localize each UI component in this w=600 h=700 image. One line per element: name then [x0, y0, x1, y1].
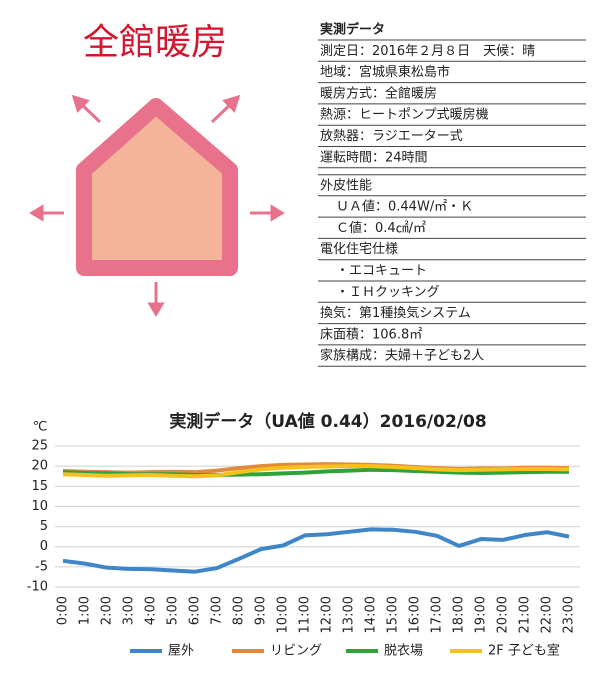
house-icon: [29, 94, 285, 317]
x-tick-label: 3:00: [122, 596, 137, 625]
y-tick-label: 10: [31, 499, 48, 514]
x-tick-label: 5:00: [166, 596, 181, 625]
table-row: 暖房方式：全館暖房: [320, 85, 437, 101]
x-tick-label: 17:00: [430, 596, 445, 633]
y-tick-label: 15: [31, 479, 48, 494]
series-line: [62, 527, 570, 574]
y-tick-label: -5: [35, 559, 48, 574]
x-tick-label: 0:00: [56, 596, 71, 625]
x-tick-label: 7:00: [210, 596, 225, 625]
x-tick-label: 16:00: [408, 596, 423, 633]
x-tick-label: 4:00: [144, 596, 159, 625]
legend-label: 脱衣場: [384, 643, 423, 659]
table-row: 放熱器：ラジエーター式: [320, 129, 463, 144]
x-tick-label: 21:00: [518, 596, 533, 633]
table-row: 地域：宮城県東松島市: [320, 64, 450, 80]
x-tick-label: 20:00: [496, 596, 511, 633]
x-tick-label: 12:00: [320, 596, 335, 633]
legend-label: 屋外: [168, 644, 194, 659]
x-tick-label: 10:00: [276, 596, 291, 633]
legend-label: 2F 子ども室: [488, 643, 560, 659]
table-row: ・エコキュート: [336, 264, 427, 279]
x-tick-label: 19:00: [474, 596, 489, 633]
x-tick-label: 6:00: [188, 596, 203, 625]
table-row: ＵＡ値：0.44W/㎡・Ｋ: [336, 199, 473, 215]
table-row: 外皮性能: [320, 178, 372, 193]
table-row: 家族構成：夫婦＋子ども2人: [320, 348, 484, 364]
y-axis-label: ℃: [33, 420, 48, 435]
y-tick-label: 25: [31, 439, 48, 454]
table-row: Ｃ値：0.4㎠/㎡: [336, 220, 426, 236]
chart-title: 実測データ（UA値 0.44）2016/02/08: [169, 411, 486, 432]
y-tick-label: 20: [31, 459, 48, 474]
y-tick-label: 5: [40, 519, 48, 534]
y-tick-label: -10: [27, 580, 48, 595]
table-row: 換気：第1種換気システム: [320, 305, 471, 321]
x-tick-label: 23:00: [562, 596, 577, 633]
x-tick-label: 1:00: [78, 596, 93, 625]
y-tick-label: 0: [40, 539, 48, 554]
x-tick-label: 8:00: [232, 596, 247, 625]
legend-label: リビング: [270, 644, 322, 659]
x-tick-label: 22:00: [540, 596, 555, 633]
table-row: 電化住宅仕様: [320, 242, 398, 257]
x-tick-label: 13:00: [342, 596, 357, 633]
page-title: 全館暖房: [83, 22, 227, 63]
table-heading: 実測データ: [320, 22, 385, 38]
table-row: 床面積：106.8㎡: [320, 327, 422, 342]
table-row: 測定日：2016年２月８日 天候：晴: [320, 44, 535, 59]
x-tick-label: 14:00: [364, 596, 379, 633]
x-tick-label: 2:00: [100, 596, 115, 625]
table-row: 運転時間：24時間: [320, 150, 428, 165]
x-tick-label: 11:00: [298, 596, 313, 633]
x-tick-label: 9:00: [254, 596, 269, 625]
x-tick-label: 15:00: [386, 596, 401, 633]
table-row: 熱源：ヒートポンプ式暖房機: [320, 107, 489, 123]
table-row: ・ＩＨクッキング: [336, 285, 440, 300]
x-tick-label: 18:00: [452, 596, 467, 633]
series-line: [62, 464, 570, 479]
